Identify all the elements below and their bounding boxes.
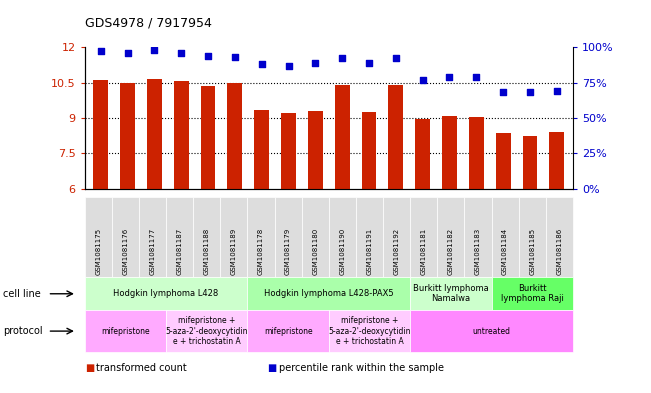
Text: GSM1081183: GSM1081183: [475, 228, 481, 275]
Text: GSM1081187: GSM1081187: [176, 228, 182, 275]
Point: [310, 60, 320, 66]
Text: protocol: protocol: [3, 326, 43, 336]
Point: [176, 50, 186, 56]
Point: [203, 53, 214, 59]
Point: [283, 62, 294, 69]
Text: GSM1081191: GSM1081191: [367, 228, 372, 275]
Text: GSM1081188: GSM1081188: [204, 228, 210, 275]
Text: mifepristone: mifepristone: [101, 327, 150, 336]
Bar: [174, 81, 189, 189]
Text: GSM1081190: GSM1081190: [339, 228, 345, 275]
Point: [525, 89, 535, 95]
Text: GSM1081175: GSM1081175: [95, 228, 101, 275]
Text: Hodgkin lymphoma L428-PAX5: Hodgkin lymphoma L428-PAX5: [264, 289, 394, 298]
Text: untreated: untreated: [473, 327, 510, 336]
Bar: [442, 116, 457, 189]
Text: GSM1081176: GSM1081176: [122, 228, 128, 275]
Bar: [201, 86, 215, 189]
Point: [391, 55, 401, 62]
Text: GSM1081185: GSM1081185: [529, 228, 535, 275]
Text: GSM1081189: GSM1081189: [231, 228, 237, 275]
Text: ■: ■: [85, 363, 94, 373]
Point: [364, 60, 374, 66]
Text: GSM1081186: GSM1081186: [557, 228, 562, 275]
Bar: [93, 80, 108, 189]
Text: transformed count: transformed count: [96, 363, 187, 373]
Text: GDS4978 / 7917954: GDS4978 / 7917954: [85, 17, 212, 29]
Point: [256, 61, 267, 67]
Text: GSM1081192: GSM1081192: [394, 228, 400, 275]
Bar: [147, 79, 161, 189]
Bar: [227, 83, 242, 189]
Bar: [281, 113, 296, 189]
Text: Burkitt
lymphoma Raji: Burkitt lymphoma Raji: [501, 284, 564, 303]
Bar: [335, 85, 350, 189]
Text: GSM1081180: GSM1081180: [312, 228, 318, 275]
Bar: [549, 132, 564, 189]
Bar: [361, 112, 376, 189]
Text: GSM1081181: GSM1081181: [421, 228, 426, 275]
Bar: [523, 136, 537, 189]
Point: [498, 89, 508, 95]
Point: [551, 88, 562, 94]
Text: mifepristone +
5-aza-2'-deoxycytidin
e + trichostatin A: mifepristone + 5-aza-2'-deoxycytidin e +…: [165, 316, 248, 346]
Point: [122, 50, 133, 56]
Point: [417, 77, 428, 83]
Text: GSM1081179: GSM1081179: [285, 228, 291, 275]
Point: [96, 48, 106, 55]
Bar: [308, 111, 323, 189]
Bar: [469, 117, 484, 189]
Text: GSM1081177: GSM1081177: [150, 228, 156, 275]
Bar: [496, 133, 510, 189]
Point: [337, 55, 348, 62]
Text: cell line: cell line: [3, 289, 41, 299]
Text: mifepristone: mifepristone: [264, 327, 312, 336]
Point: [471, 74, 482, 80]
Point: [230, 54, 240, 60]
Bar: [255, 110, 269, 189]
Text: GSM1081184: GSM1081184: [502, 228, 508, 275]
Text: mifepristone +
5-aza-2'-deoxycytidin
e + trichostatin A: mifepristone + 5-aza-2'-deoxycytidin e +…: [328, 316, 411, 346]
Text: GSM1081178: GSM1081178: [258, 228, 264, 275]
Text: Hodgkin lymphoma L428: Hodgkin lymphoma L428: [113, 289, 219, 298]
Point: [149, 47, 159, 53]
Point: [444, 74, 454, 80]
Bar: [120, 83, 135, 189]
Text: GSM1081182: GSM1081182: [448, 228, 454, 275]
Bar: [389, 85, 403, 189]
Text: Burkitt lymphoma
Namalwa: Burkitt lymphoma Namalwa: [413, 284, 489, 303]
Bar: [415, 119, 430, 189]
Text: percentile rank within the sample: percentile rank within the sample: [279, 363, 443, 373]
Text: ■: ■: [267, 363, 276, 373]
